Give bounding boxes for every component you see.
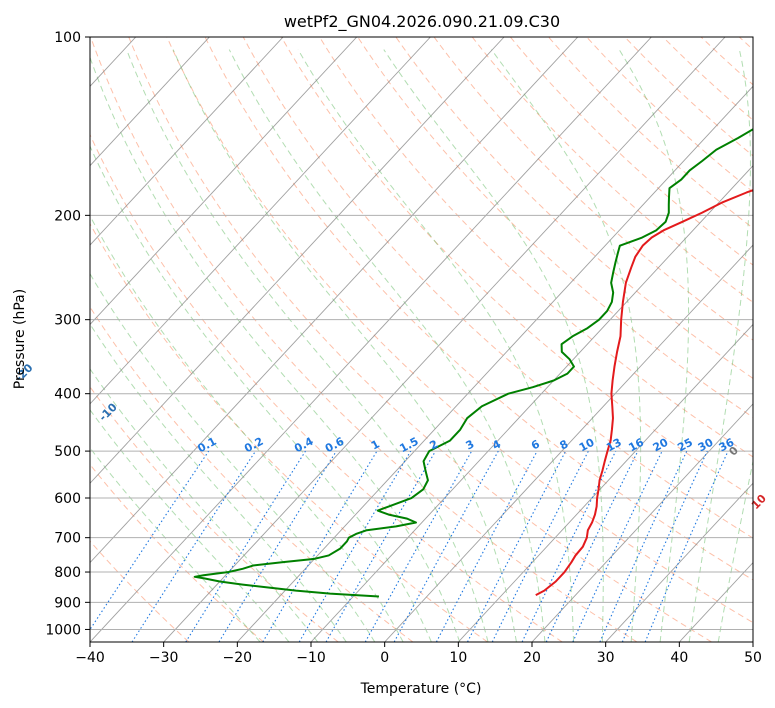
x-tick-label: −30: [149, 650, 179, 666]
moist-adiabat: [297, 49, 575, 642]
y-tick-label: 500: [54, 444, 81, 460]
y-tick-label: 900: [54, 595, 81, 611]
mixing-ratio-label: 30: [696, 436, 716, 455]
x-tick-label: −20: [223, 650, 253, 666]
isotherm: [90, 37, 210, 167]
mixing-ratio-label: 36: [717, 436, 737, 455]
dry-adiabat: [204, 37, 753, 581]
mixing-ratio-label: 13: [604, 436, 624, 455]
isotherm: [90, 37, 358, 326]
x-tick-label: 20: [523, 650, 541, 666]
chart-title: wetPf2_GN04.2026.090.21.09.C30: [284, 12, 560, 32]
mixing-ratio-line: [262, 450, 378, 642]
mixing-ratio-line: [621, 450, 708, 642]
mixing-ratio-label: 20: [651, 436, 671, 455]
mixing-ratio-label: 25: [675, 436, 695, 455]
grid-layer: [90, 37, 753, 642]
y-tick-label: 300: [54, 313, 81, 329]
plot-frame: [89, 36, 754, 643]
dry-adiabat: [128, 37, 712, 642]
isotherm: [90, 37, 652, 642]
mixing-ratio-line: [599, 450, 688, 642]
dry-adiabat: [90, 133, 563, 642]
dry-adiabat: [280, 37, 753, 498]
mixing-ratio-line: [298, 450, 412, 642]
mixing-ratio-line: [131, 450, 256, 642]
series-layer: [193, 128, 753, 598]
dry-adiabat: [624, 37, 753, 157]
isotherm: [237, 85, 753, 642]
moist-adiabat: [90, 55, 461, 642]
temperature-profile: [535, 189, 753, 596]
dry-adiabat: [357, 37, 753, 418]
x-tick-label: 50: [744, 650, 762, 666]
mixing-ratio-line: [545, 450, 639, 642]
moist-adiabat: [90, 272, 376, 642]
x-axis-label: Temperature (°C): [360, 681, 482, 697]
y-axis-label: Pressure (hPa): [12, 289, 28, 389]
y-tick-label: 1000: [45, 622, 81, 638]
dry-adiabat: [166, 37, 753, 624]
y-tick-label: 100: [54, 30, 81, 46]
mixing-ratio-line: [325, 450, 436, 642]
moist-adiabat: [688, 49, 751, 642]
dry-adiabat: [90, 385, 339, 642]
x-tick-label: 30: [597, 650, 615, 666]
isotherm: [90, 37, 284, 246]
x-tick-label: −10: [296, 650, 326, 666]
dry-adiabat: [242, 37, 753, 539]
moist-adiabat: [717, 459, 753, 642]
dewpoint-profile: [193, 128, 753, 598]
y-tick-label: 800: [54, 565, 81, 581]
x-tick-label: 0: [380, 650, 389, 666]
moist-adiabat: [618, 49, 690, 642]
x-axis: −40 −30 −20 −10 0 10 20 30 40 50: [75, 642, 762, 666]
isotherm: [384, 244, 753, 642]
isotherm: [90, 37, 505, 484]
y-tick-label: 400: [54, 387, 81, 403]
dry-adiabat: [433, 37, 753, 341]
dry-adiabat: [90, 37, 638, 642]
y-tick-label: 200: [54, 208, 81, 224]
y-tick-label: 600: [54, 491, 81, 507]
mixing-ratio-line: [218, 450, 337, 642]
isotherm: [605, 482, 753, 642]
isotherm: [531, 403, 753, 642]
mixing-ratio-line: [393, 450, 499, 642]
moist-adiabat: [172, 49, 517, 642]
isotherm: [90, 37, 431, 405]
isotherm: [90, 37, 579, 564]
x-tick-label: 10: [449, 650, 467, 666]
moist-adiabat: [90, 323, 347, 642]
mixing-ratio-label: 10: [577, 436, 597, 455]
isotherm: [310, 165, 753, 642]
isotherm: [458, 323, 753, 642]
mixing-ratio-line: [644, 450, 729, 642]
moist-adiabat: [90, 214, 404, 642]
dry-adiabat: [586, 37, 753, 193]
mixing-ratio-line: [185, 450, 306, 642]
y-tick-label: 700: [54, 531, 81, 547]
isotherm: [163, 37, 726, 642]
x-tick-label: −40: [75, 650, 105, 666]
y-axis: 100 200 300 400 500 600 700 800 900 1000: [45, 30, 90, 638]
moist-adiabat: [490, 49, 642, 642]
moist-adiabat: [126, 49, 489, 642]
mixing-ratio-line: [572, 450, 663, 642]
mixing-ratio-label: 16: [626, 436, 646, 455]
dry-adiabat: [319, 37, 753, 458]
moist-adiabat: [228, 49, 546, 642]
moist-adiabat: [90, 409, 290, 642]
mixing-ratio-line: [364, 450, 473, 642]
moist-adiabat: [90, 145, 432, 642]
dry-adiabat: [471, 37, 753, 303]
x-tick-label: 40: [670, 650, 688, 666]
